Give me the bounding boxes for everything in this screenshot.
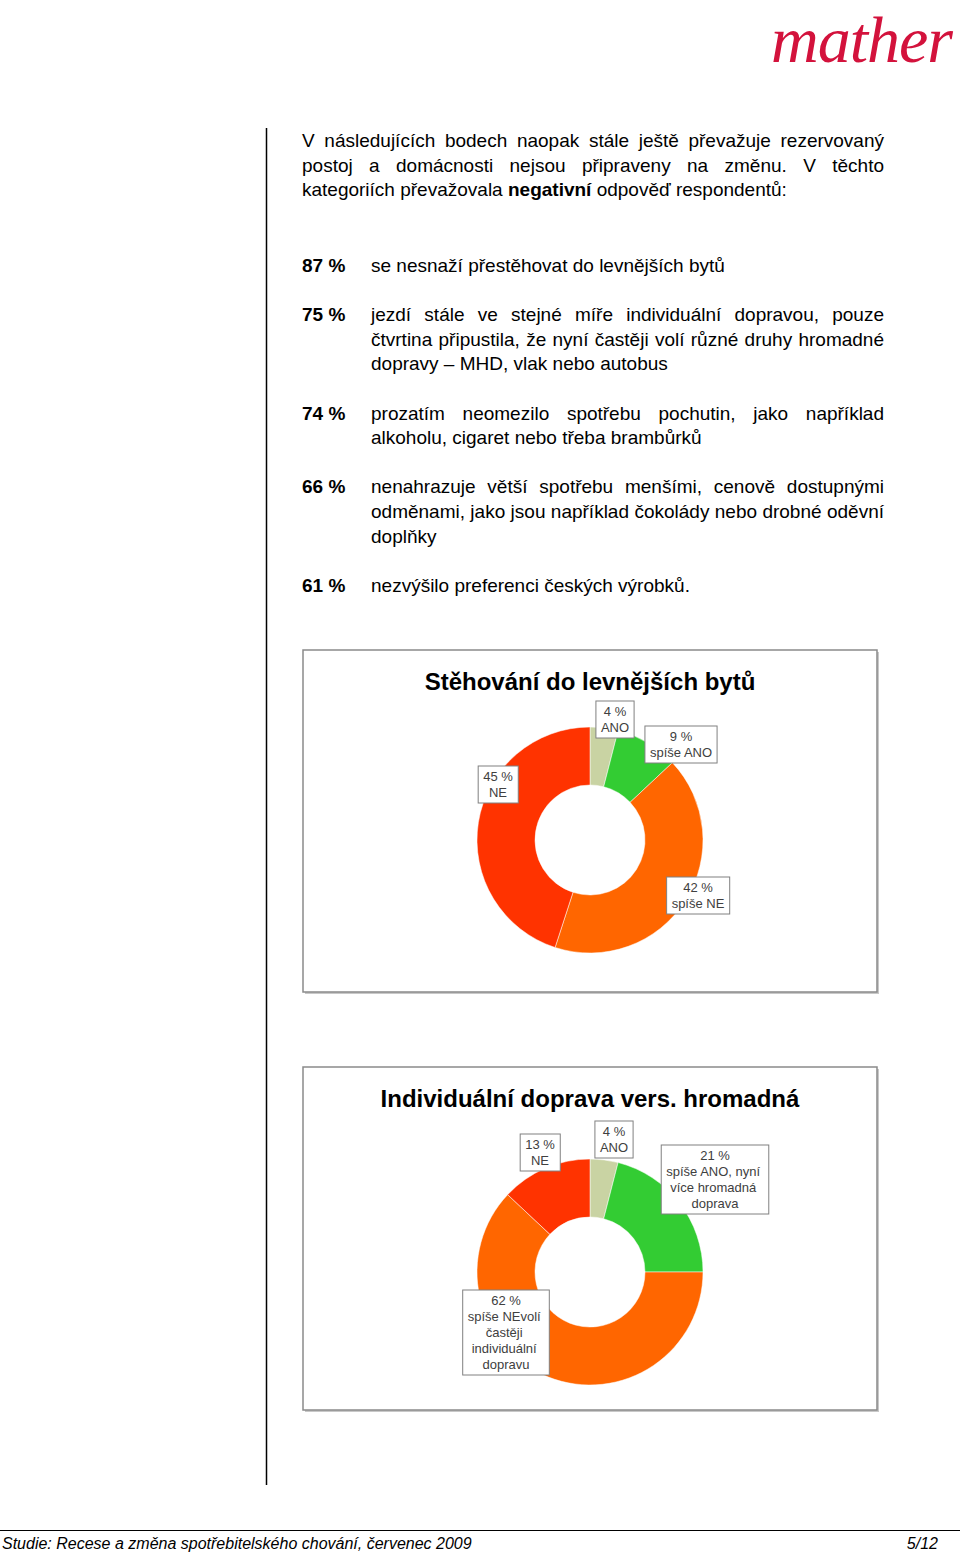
data-label: 45 %NE [478, 766, 518, 803]
label-text: 21 %spíše ANO, nyní více hromadná doprav… [666, 1148, 764, 1211]
label-category: spíše NE [672, 896, 725, 911]
label-line: spíše ANO, nyní [666, 1164, 764, 1179]
data-label: 42 %spíše NE [667, 877, 730, 914]
item-text: nenahrazuje větší spotřebu menšími, ceno… [371, 475, 884, 549]
chart: Stěhování do levnějších bytů4 %ANO9 %spí… [303, 650, 879, 994]
margin-rule [266, 128, 268, 1485]
data-label: 21 %spíše ANO, nyní více hromadná doprav… [661, 1145, 769, 1214]
label-category: ANO [600, 1140, 628, 1155]
item-percent: 61 % [302, 574, 371, 599]
intro-bold: negativní [508, 179, 591, 200]
label-category: ANO [601, 720, 629, 735]
label-line: spíše NEvolí [468, 1309, 545, 1324]
item-text: prozatím neomezilo spotřebu pochutin, ja… [371, 402, 884, 451]
label-category: spíše ANO [650, 745, 712, 760]
label-box [596, 701, 634, 738]
label-category: NE [489, 785, 507, 800]
data-label: 4 %ANO [595, 1121, 633, 1158]
chart-frame [303, 650, 877, 992]
label-line: ANO [600, 1140, 628, 1155]
chart-frame [303, 1067, 877, 1410]
list-item: 74 %prozatím neomezilo spotřebu pochutin… [302, 402, 884, 451]
label-value: 62 % [491, 1293, 521, 1308]
label-value: 21 % [700, 1148, 730, 1163]
chart-title: Stěhování do levnějších bytů [425, 668, 756, 695]
label-box [463, 1290, 550, 1375]
footer-text: Studie: Recese a změna spotřebitelského … [2, 1535, 472, 1553]
data-label: 62 %spíše NEvolí častěji individuální do… [463, 1290, 550, 1375]
label-box [661, 1145, 769, 1214]
list-item: 66 %nenahrazuje větší spotřebu menšími, … [302, 475, 884, 549]
item-text: nezvýšilo preferenci českých výrobků. [371, 574, 884, 599]
label-text: 4 %ANO [601, 704, 629, 735]
label-line: NE [489, 785, 507, 800]
label-text: 4 %ANO [600, 1124, 628, 1155]
logo: mather [771, 2, 952, 78]
label-box [520, 1134, 560, 1171]
footer-rule [0, 1530, 960, 1531]
item-text: jezdí stále ve stejné míře individuální … [371, 303, 884, 377]
label-box [595, 1121, 633, 1158]
label-line: dopravu [483, 1357, 530, 1372]
item-percent: 74 % [302, 402, 371, 451]
list-item: 87 %se nesnaží přestěhovat do levnějších… [302, 254, 884, 279]
data-label: 9 %spíše ANO [645, 726, 717, 763]
label-value: 45 % [483, 769, 513, 784]
label-text: 45 %NE [483, 769, 513, 800]
label-line: individuální [472, 1341, 541, 1356]
label-line: více hromadná [670, 1180, 760, 1195]
page-canvas: Stěhování do levnějších bytů4 %ANO9 %spí… [0, 0, 960, 1558]
list-item: 61 %nezvýšilo preferenci českých výrobků… [302, 574, 884, 599]
label-box [478, 766, 518, 803]
item-percent: 75 % [302, 303, 371, 377]
data-label: 4 %ANO [596, 701, 634, 738]
label-text: 62 %spíše NEvolí častěji individuální do… [468, 1293, 545, 1372]
donut-slice [477, 727, 590, 947]
label-line: NE [531, 1153, 549, 1168]
label-category: spíše ANO, nyní více hromadná doprava [666, 1164, 764, 1211]
label-value: 42 % [683, 880, 713, 895]
chart: Individuální doprava vers. hromadná 4 %AN… [303, 1067, 879, 1412]
donut-slice [555, 763, 703, 953]
label-box [667, 877, 730, 914]
label-value: 13 % [525, 1137, 555, 1152]
label-value: 4 % [604, 704, 627, 719]
label-text: 9 %spíše ANO [650, 729, 712, 760]
label-value: 4 % [603, 1124, 626, 1139]
item-percent: 66 % [302, 475, 371, 549]
label-line: častěji [486, 1325, 526, 1340]
intro-paragraph: V následujících bodech naopak stále ješt… [302, 129, 884, 203]
intro-text: odpověď respondentů: [591, 179, 787, 200]
label-line: ANO [601, 720, 629, 735]
chart-title: Individuální doprava vers. hromadná [381, 1085, 800, 1112]
label-category: NE [531, 1153, 549, 1168]
label-value: 9 % [670, 729, 693, 744]
label-text: 13 %NE [525, 1137, 555, 1168]
label-box [645, 726, 717, 763]
data-label: 13 %NE [520, 1134, 560, 1171]
item-percent: 87 % [302, 254, 371, 279]
label-line: spíše NE [672, 896, 725, 911]
page-number: 5/12 [907, 1535, 938, 1553]
list-item: 75 %jezdí stále ve stejné míře individuá… [302, 303, 884, 377]
item-list: 87 %se nesnaží přestěhovat do levnějších… [302, 254, 884, 623]
label-line: spíše ANO [650, 745, 712, 760]
label-line: doprava [692, 1196, 740, 1211]
label-category: spíše NEvolí častěji individuální doprav… [468, 1309, 545, 1372]
label-text: 42 %spíše NE [672, 880, 725, 911]
item-text: se nesnaží přestěhovat do levnějších byt… [371, 254, 884, 279]
